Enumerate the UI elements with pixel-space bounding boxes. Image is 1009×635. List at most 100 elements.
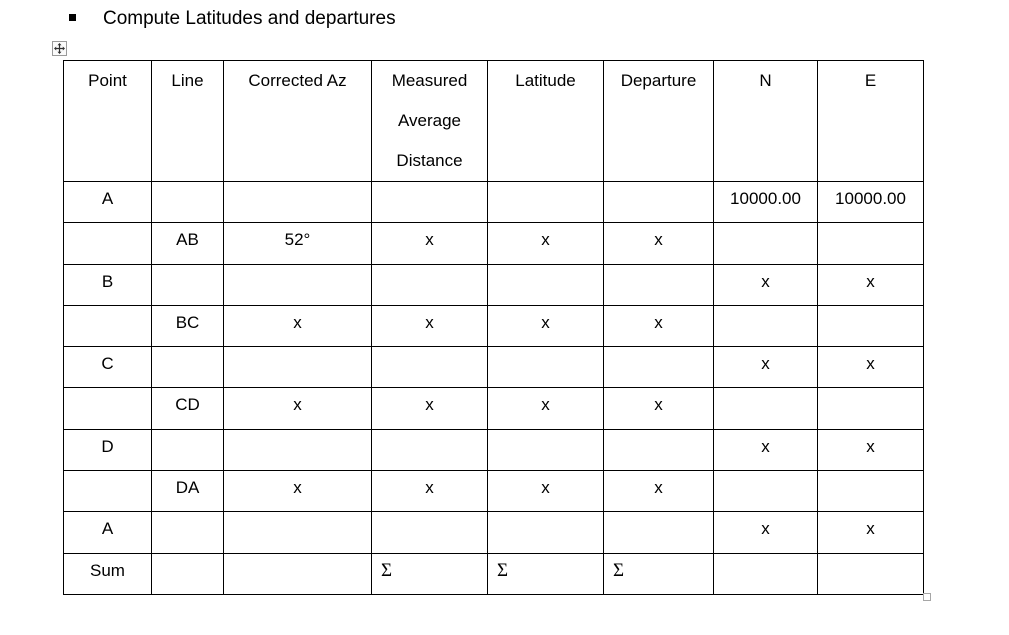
cell-point[interactable] [63, 304, 152, 348]
header-latitude[interactable]: Latitude [487, 60, 604, 182]
cell-meas[interactable] [371, 346, 488, 389]
cell-dep[interactable] [603, 428, 714, 472]
cell-meas[interactable] [371, 428, 488, 472]
cell-lat[interactable] [487, 346, 604, 389]
header-row: Point Line Corrected Az Measured Average… [63, 60, 924, 182]
cell-line[interactable] [151, 346, 224, 389]
move-cross-icon [54, 43, 65, 54]
cell-e[interactable] [817, 387, 924, 430]
cell-az[interactable]: 52° [223, 222, 372, 265]
cell-point[interactable]: D [63, 428, 152, 472]
cell-point[interactable]: C [63, 346, 152, 389]
cell-e[interactable] [817, 304, 924, 348]
cell-dep[interactable] [603, 180, 714, 224]
cell-line[interactable] [151, 511, 224, 554]
cell-line[interactable] [151, 552, 224, 595]
cell-point[interactable] [63, 387, 152, 430]
cell-lat[interactable]: x [487, 387, 604, 430]
cell-e[interactable] [817, 222, 924, 265]
cell-line[interactable] [151, 180, 224, 224]
cell-az[interactable] [223, 552, 372, 595]
cell-az[interactable] [223, 428, 372, 472]
cell-dep[interactable] [603, 346, 714, 389]
header-point[interactable]: Point [63, 60, 152, 182]
cell-lat[interactable]: Σ [487, 552, 604, 595]
cell-line[interactable] [151, 428, 224, 472]
cell-az[interactable]: x [223, 387, 372, 430]
cell-meas[interactable]: x [371, 304, 488, 348]
header-departure[interactable]: Departure [603, 60, 714, 182]
sum-row: Sum Σ Σ Σ [63, 552, 924, 595]
cell-meas[interactable] [371, 511, 488, 554]
cell-n[interactable]: x [713, 346, 818, 389]
cell-dep[interactable]: x [603, 222, 714, 265]
cell-n[interactable] [713, 552, 818, 595]
cell-dep[interactable] [603, 511, 714, 554]
cell-lat[interactable]: x [487, 222, 604, 265]
cell-dep[interactable]: x [603, 470, 714, 513]
cell-meas[interactable] [371, 263, 488, 306]
cell-point[interactable] [63, 222, 152, 265]
cell-az[interactable]: x [223, 470, 372, 513]
square-bullet-icon [69, 14, 76, 21]
cell-e[interactable]: 10000.00 [817, 180, 924, 224]
cell-dep[interactable]: x [603, 387, 714, 430]
table-row: AB 52° x x x [63, 222, 924, 265]
cell-meas[interactable]: Σ [371, 552, 488, 595]
table-row: BC x x x x [63, 304, 924, 348]
cell-point[interactable] [63, 470, 152, 513]
cell-line[interactable] [151, 263, 224, 306]
cell-meas[interactable]: x [371, 387, 488, 430]
cell-lat[interactable]: x [487, 304, 604, 348]
cell-meas[interactable]: x [371, 470, 488, 513]
cell-dep[interactable]: x [603, 304, 714, 348]
cell-n[interactable] [713, 304, 818, 348]
header-corrected-az[interactable]: Corrected Az [223, 60, 372, 182]
cell-lat[interactable]: x [487, 470, 604, 513]
cell-lat[interactable] [487, 180, 604, 224]
cell-n[interactable] [713, 222, 818, 265]
header-e[interactable]: E [817, 60, 924, 182]
cell-line[interactable]: AB [151, 222, 224, 265]
cell-az[interactable]: x [223, 304, 372, 348]
cell-n[interactable] [713, 387, 818, 430]
cell-az[interactable] [223, 346, 372, 389]
cell-n[interactable]: x [713, 428, 818, 472]
cell-e[interactable]: x [817, 428, 924, 472]
cell-line[interactable]: BC [151, 304, 224, 348]
cell-meas[interactable]: x [371, 222, 488, 265]
cell-n[interactable]: 10000.00 [713, 180, 818, 224]
cell-point[interactable]: Sum [63, 552, 152, 595]
cell-dep[interactable] [603, 263, 714, 306]
cell-point[interactable]: A [63, 180, 152, 224]
cell-point[interactable]: A [63, 511, 152, 554]
cell-line[interactable]: CD [151, 387, 224, 430]
table-move-handle[interactable] [52, 41, 67, 56]
cell-meas[interactable] [371, 180, 488, 224]
table-resize-handle[interactable] [923, 593, 931, 601]
cell-lat[interactable] [487, 511, 604, 554]
cell-lat[interactable] [487, 428, 604, 472]
page-title[interactable]: Compute Latitudes and departures [103, 8, 396, 29]
cell-az[interactable] [223, 511, 372, 554]
cell-e[interactable]: x [817, 511, 924, 554]
header-measured-average-distance[interactable]: Measured Average Distance [371, 60, 488, 182]
cell-e[interactable]: x [817, 263, 924, 306]
cell-n[interactable]: x [713, 511, 818, 554]
cell-az[interactable] [223, 263, 372, 306]
cell-lat[interactable] [487, 263, 604, 306]
cell-n[interactable]: x [713, 263, 818, 306]
header-line[interactable]: Line [151, 60, 224, 182]
cell-point[interactable]: B [63, 263, 152, 306]
cell-e[interactable]: x [817, 346, 924, 389]
cell-az[interactable] [223, 180, 372, 224]
header-n[interactable]: N [713, 60, 818, 182]
cell-line[interactable]: DA [151, 470, 224, 513]
cell-n[interactable] [713, 470, 818, 513]
cell-dep[interactable]: Σ [603, 552, 714, 595]
cell-e[interactable] [817, 470, 924, 513]
cell-e[interactable] [817, 552, 924, 595]
